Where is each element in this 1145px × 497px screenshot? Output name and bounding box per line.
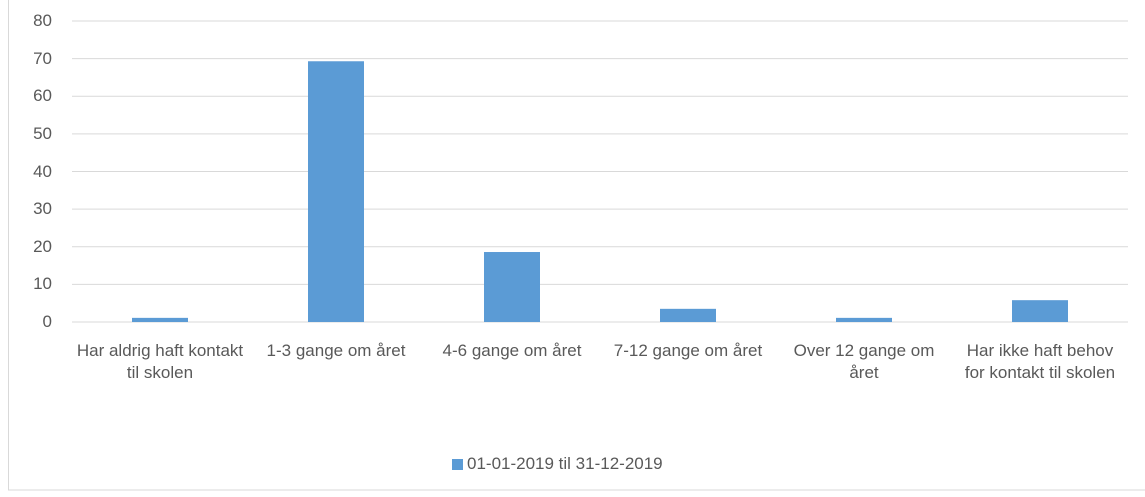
- legend-label: 01-01-2019 til 31-12-2019: [467, 454, 663, 473]
- y-tick-label: 10: [33, 274, 52, 294]
- y-tick-label: 70: [33, 48, 52, 68]
- y-tick-label: 0: [42, 312, 52, 331]
- bar: [660, 308, 716, 322]
- legend-swatch: [452, 459, 463, 470]
- y-tick-label: 30: [33, 199, 52, 219]
- y-tick-label: 40: [33, 161, 52, 181]
- chart-border: [8, 0, 1145, 491]
- bar: [836, 317, 892, 322]
- y-tick-label: 80: [33, 11, 52, 30]
- x-tick-label: 7-12 gange om året: [613, 341, 763, 360]
- y-tick-label: 60: [33, 86, 52, 106]
- x-tick-label: Over 12 gange om året: [793, 341, 935, 382]
- y-tick-label: 20: [33, 236, 52, 256]
- bar: [484, 252, 540, 322]
- x-tick-label: 1-3 gange om året: [266, 341, 406, 360]
- bar: [1012, 300, 1068, 322]
- bar: [308, 61, 364, 322]
- y-tick-label: 50: [33, 123, 52, 143]
- x-tick-label: 4-6 gange om året: [442, 341, 582, 360]
- x-tick-label: Har aldrig haft kontakt til skolen: [76, 341, 244, 382]
- x-tick-label: Har ikke haft behov for kontakt til skol…: [964, 341, 1116, 382]
- bar: [132, 317, 188, 322]
